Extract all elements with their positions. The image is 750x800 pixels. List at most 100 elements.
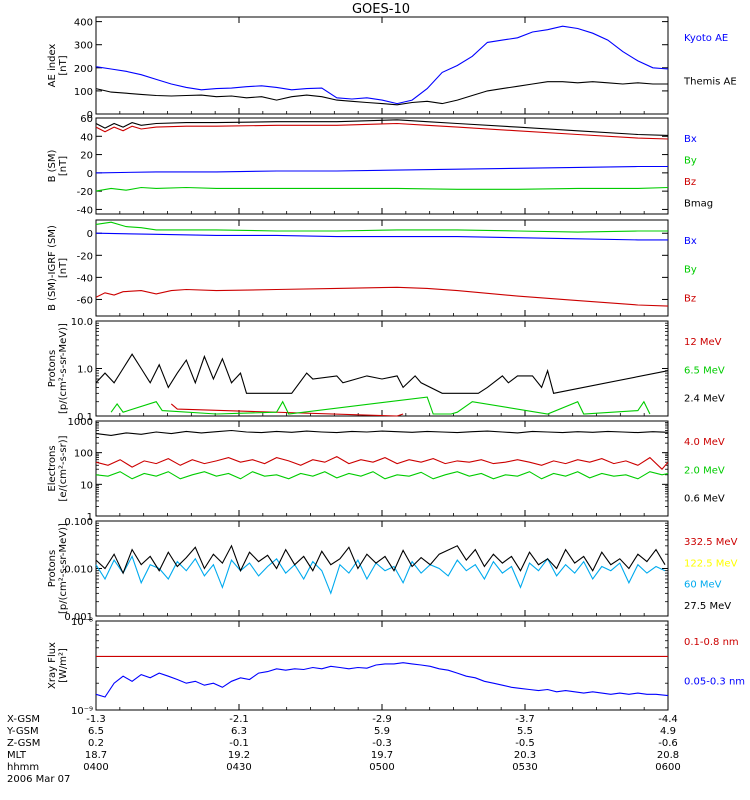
y-tick-label: 60	[80, 114, 93, 125]
panel-6: 0.001 0.010 0.100 Protons [p/(cm²-s-sr-MeV)]…	[47, 517, 738, 623]
panel-frame	[95, 420, 669, 517]
panel-1: 0 100 200 300 400 AE index [nT] Kyoto AE Themis …	[47, 16, 737, 121]
y-axis-label: Xray Flux	[47, 642, 58, 689]
series-line-bz	[95, 122, 669, 140]
orbit-value: 0500	[369, 762, 394, 773]
y-tick-label: 0	[87, 110, 93, 121]
orbit-row-label: 2006 Mar 07	[7, 774, 70, 785]
legend-entry: 0.05-0.3 nm	[684, 677, 745, 688]
y-tick-label: 300	[74, 41, 93, 52]
orbit-value: -0.1	[229, 738, 249, 749]
orbit-value: 6.5	[88, 726, 104, 737]
y-tick-label: 100	[74, 449, 93, 460]
y-tick-label: 100	[74, 87, 93, 98]
y-tick-label: 1000	[68, 417, 93, 428]
y-tick-label: -60	[77, 295, 93, 306]
y-tick-label: 10⁻⁹	[71, 706, 93, 717]
y-tick-label: 10.0	[71, 317, 93, 328]
orbit-value: 18.7	[85, 750, 107, 761]
legend-entry: Bz	[684, 293, 696, 304]
y-axis-label: [nT]	[58, 156, 69, 176]
series-line-by	[95, 221, 668, 233]
orbit-value: -0.5	[515, 738, 535, 749]
y-tick-label: -20	[77, 187, 93, 198]
panel-frame	[95, 320, 669, 417]
legend-entry: Bx	[684, 134, 697, 145]
legend-entry: Themis AE	[683, 77, 737, 88]
series-line-by	[95, 186, 669, 192]
panel-frame	[95, 117, 669, 215]
legend-entry: 332.5 MeV	[684, 537, 738, 548]
orbit-value: 19.2	[228, 750, 250, 761]
legend-entry: 122.5 MeV	[684, 558, 738, 569]
orbit-value: -2.1	[229, 714, 249, 725]
y-axis-label: [p/(cm²-s-sr-MeV)]	[58, 323, 69, 414]
y-axis-label: [nT]	[58, 258, 69, 278]
series-line-6-5-mev	[110, 396, 651, 415]
y-tick-label: -40	[77, 273, 93, 284]
panel-frame	[95, 16, 669, 115]
legend-entry: 60 MeV	[684, 580, 722, 591]
y-tick-label: -20	[77, 251, 93, 262]
series-line-0-6-mev	[95, 429, 669, 436]
y-axis-label: [e/(cm²-s-sr)]	[58, 435, 69, 501]
orbit-value: -3.7	[515, 714, 535, 725]
orbit-value: 19.7	[371, 750, 393, 761]
legend-entry: Kyoto AE	[684, 33, 728, 44]
y-tick-label: 200	[74, 64, 93, 75]
orbit-row-label: Z-GSM	[7, 738, 40, 749]
series-line-0-05-0-3-nm	[95, 662, 669, 698]
y-tick-label: 0.100	[64, 517, 93, 528]
y-tick-label: 10⁻⁸	[71, 617, 93, 628]
series-line-2-0-mev	[95, 471, 669, 480]
y-axis-label: Electrons	[47, 445, 58, 491]
orbit-value: -0.6	[658, 738, 678, 749]
legend-entry: 6.5 MeV	[684, 365, 725, 376]
legend-entry: 12 MeV	[684, 337, 722, 348]
orbit-value: -1.3	[86, 714, 106, 725]
panel-3: -60 -40 -20 0 B (SM)-IGRF (SM) [nT] Bx By Bz	[47, 219, 697, 317]
y-tick-label: 20	[80, 151, 93, 162]
panel-frame	[95, 620, 669, 711]
y-axis-label: AE index	[47, 44, 58, 88]
orbit-value: 0400	[83, 762, 108, 773]
orbit-value: 5.5	[517, 726, 533, 737]
y-tick-label: -40	[77, 205, 93, 216]
y-tick-label: 10	[80, 480, 93, 491]
panel-5: 1 10 100 1000 Electrons [e/(cm²-s-sr)] 4.0 MeV…	[47, 417, 725, 523]
orbit-value: 0530	[512, 762, 537, 773]
panel-2: -40 -20 0 20 40 60 B (SM) [nT] Bx By Bz Bmag	[47, 114, 713, 216]
y-tick-label: 1.0	[77, 365, 93, 376]
orbit-row-label: X-GSM	[7, 714, 40, 725]
orbit-value: -4.4	[658, 714, 678, 725]
y-axis-label: [nT]	[58, 55, 69, 75]
y-axis-label: B (SM)-IGRF (SM)	[47, 225, 58, 311]
y-axis-label: B (SM)	[47, 149, 58, 182]
chart-title: GOES-10	[352, 2, 410, 17]
series-line-60-mev	[95, 555, 666, 595]
orbit-value: 5.9	[374, 726, 390, 737]
y-axis-label: Protons	[47, 550, 58, 587]
y-axis-label: [W/m²]	[58, 648, 69, 683]
legend-entry: 0.6 MeV	[684, 494, 725, 505]
series-line-kyoto-ae	[95, 25, 669, 105]
y-tick-label: 40	[80, 132, 93, 143]
legend-entry: By	[684, 265, 697, 276]
orbit-value: 0430	[226, 762, 251, 773]
legend-entry: 2.4 MeV	[684, 394, 725, 405]
y-tick-label: 0	[87, 229, 93, 240]
y-tick-label: 0.1	[77, 412, 93, 423]
orbit-row-label: Y-GSM	[6, 726, 39, 737]
y-tick-label: 0	[87, 169, 93, 180]
orbit-row-label: hhmm	[7, 762, 39, 773]
series-line-bx	[95, 232, 668, 241]
orbit-value: 0.2	[88, 738, 104, 749]
series-line-4-0-mev	[95, 455, 669, 470]
orbit-value: -0.3	[372, 738, 392, 749]
series-line-12-mev	[170, 403, 404, 417]
legend-entry: By	[684, 156, 697, 167]
panel-4: 0.1 1.0 10.0 Protons [p/(cm²-s-sr-MeV)] 12 Me…	[47, 317, 725, 423]
panel-7: 10⁻⁹ 10⁻⁸ Xray Flux [W/m²] 0.1-0.8 nm 0.05-0.…	[47, 617, 745, 717]
orbit-value: 0600	[655, 762, 680, 773]
series-line-bmag	[95, 119, 669, 136]
